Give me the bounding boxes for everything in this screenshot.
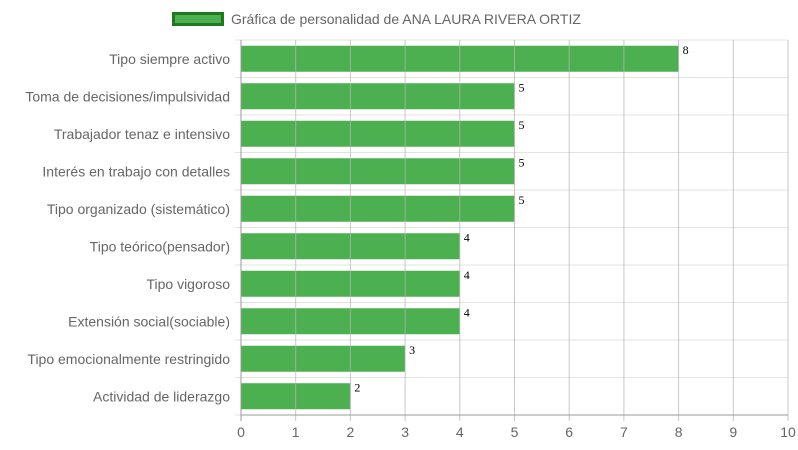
bar[interactable] (241, 195, 515, 222)
category-label: Interés en trabajo con detalles (42, 163, 230, 179)
grid (235, 39, 788, 416)
axes (240, 40, 789, 421)
category-label: Tipo teórico(pensador) (90, 238, 230, 254)
value-label: 4 (464, 268, 470, 282)
category-label: Tipo emocionalmente restringido (27, 351, 230, 367)
x-tick-label: 9 (729, 424, 737, 440)
category-label: Extensión social(sociable) (68, 313, 230, 329)
bar[interactable] (241, 158, 515, 185)
value-label: 5 (519, 80, 525, 94)
x-tick-label: 5 (511, 424, 519, 440)
category-label: Trabajador tenaz e intensivo (54, 126, 230, 142)
x-tick-label: 10 (780, 424, 796, 440)
legend-swatch (172, 12, 224, 26)
bar[interactable] (241, 345, 406, 372)
category-label: Tipo siempre activo (109, 51, 230, 67)
value-label: 2 (354, 380, 360, 394)
category-label: Toma de decisiones/impulsividad (25, 88, 230, 104)
x-tick-label: 4 (456, 424, 464, 440)
bar[interactable] (241, 120, 515, 147)
legend-label: Gráfica de personalidad de ANA LAURA RIV… (231, 11, 581, 27)
x-tick-label: 0 (237, 424, 245, 440)
value-label: 8 (683, 43, 689, 57)
category-label: Tipo vigoroso (146, 276, 230, 292)
value-label: 4 (464, 230, 470, 244)
x-tick-label: 7 (620, 424, 628, 440)
value-label: 5 (519, 118, 525, 132)
category-label: Tipo organizado (sistemático) (47, 201, 230, 217)
bar[interactable] (241, 83, 515, 110)
x-tick-label: 6 (565, 424, 573, 440)
labels: 0 1 2 3 4 5 6 7 8 9 10 Tipo siempre activo 8 Toma de … (25, 43, 796, 440)
category-label: Actividad de liderazgo (93, 388, 230, 404)
chart-legend[interactable]: Gráfica de personalidad de ANA LAURA RIV… (172, 8, 581, 30)
x-tick-label: 2 (347, 424, 355, 440)
x-tick-label: 3 (401, 424, 409, 440)
value-label: 4 (464, 305, 470, 319)
x-tick-label: 1 (292, 424, 300, 440)
x-tick-label: 8 (675, 424, 683, 440)
value-label: 3 (409, 343, 415, 357)
value-label: 5 (519, 155, 525, 169)
value-label: 5 (519, 193, 525, 207)
